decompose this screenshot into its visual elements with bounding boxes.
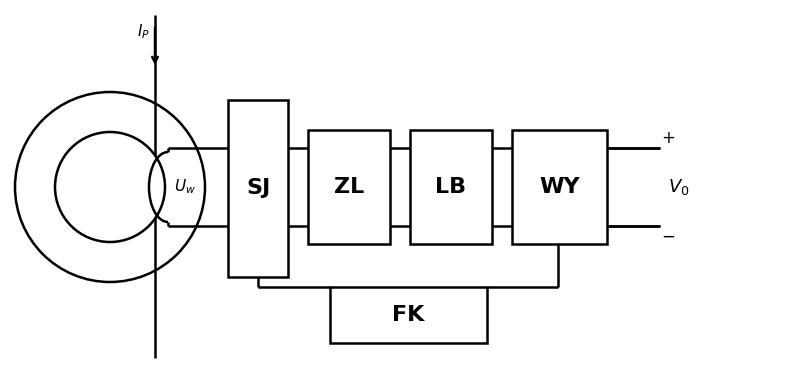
Text: $-$: $-$ (661, 227, 675, 245)
Text: $U_w$: $U_w$ (174, 178, 196, 196)
Bar (330, 287, 487, 343)
Text: LB: LB (435, 177, 466, 197)
Bar (308, 130, 390, 244)
Circle shape (55, 132, 165, 242)
Text: $I_P$: $I_P$ (137, 22, 150, 41)
Bar (512, 130, 607, 244)
Bar (410, 130, 492, 244)
Bar (228, 100, 288, 277)
Text: FK: FK (392, 305, 425, 325)
Text: $V_0$: $V_0$ (668, 177, 690, 197)
Text: +: + (661, 129, 675, 147)
Text: ZL: ZL (334, 177, 364, 197)
Text: WY: WY (539, 177, 580, 197)
Text: SJ: SJ (246, 179, 270, 198)
